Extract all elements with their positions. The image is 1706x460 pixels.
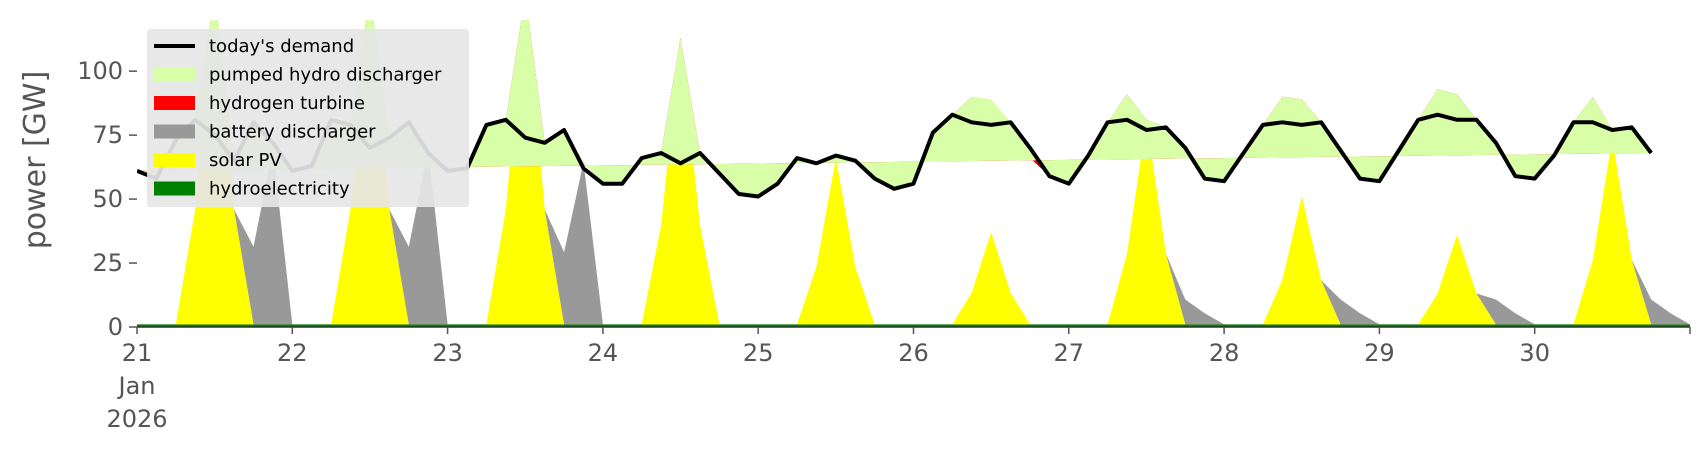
y-tick-label: 100 (77, 57, 123, 85)
legend-label: today's demand (209, 36, 354, 57)
x-tick-label: 24 (588, 339, 619, 367)
x-tick-label: 23 (432, 339, 463, 367)
legend-label: battery discharger (209, 122, 376, 143)
y-tick-label: 50 (92, 185, 123, 213)
legend-box (147, 29, 469, 207)
x-tick-sublabel: Jan (117, 372, 156, 400)
legend-label: hydroelectricity (209, 179, 350, 200)
legend-label: solar PV (209, 150, 282, 171)
legend-swatch (154, 67, 195, 82)
x-tick-label: 26 (898, 339, 929, 367)
legend-swatch (154, 153, 195, 167)
x-tick-label: 21 (122, 339, 153, 367)
legend-label: hydrogen turbine (209, 93, 365, 114)
x-tick-label: 22 (277, 339, 308, 367)
y-tick-label: 75 (92, 121, 123, 149)
legend-label: pumped hydro discharger (209, 65, 442, 86)
y-tick-label: 25 (92, 249, 123, 277)
x-tick-label: 28 (1209, 339, 1240, 367)
x-tick-label: 30 (1519, 339, 1550, 367)
x-tick-label: 27 (1054, 339, 1085, 367)
x-tick-label: 29 (1364, 339, 1395, 367)
stacked-areas (137, 20, 1690, 327)
legend-swatch (154, 181, 195, 196)
legend: today's demand pumped hydro discharger hyd… (147, 29, 469, 207)
legend-swatch (154, 96, 195, 110)
y-axis-label: power [GW] (18, 71, 53, 250)
x-tick-sublabel: 2026 (106, 405, 167, 433)
legend-swatch (154, 124, 195, 139)
x-tick-label: 25 (743, 339, 774, 367)
y-tick-label: 0 (108, 313, 123, 341)
axes: 0 25 50 75 100 21 Jan 2026 22 23 24 25 26 27 28 29 30 (77, 57, 1691, 433)
pumped-hydro-area (137, 20, 1652, 197)
